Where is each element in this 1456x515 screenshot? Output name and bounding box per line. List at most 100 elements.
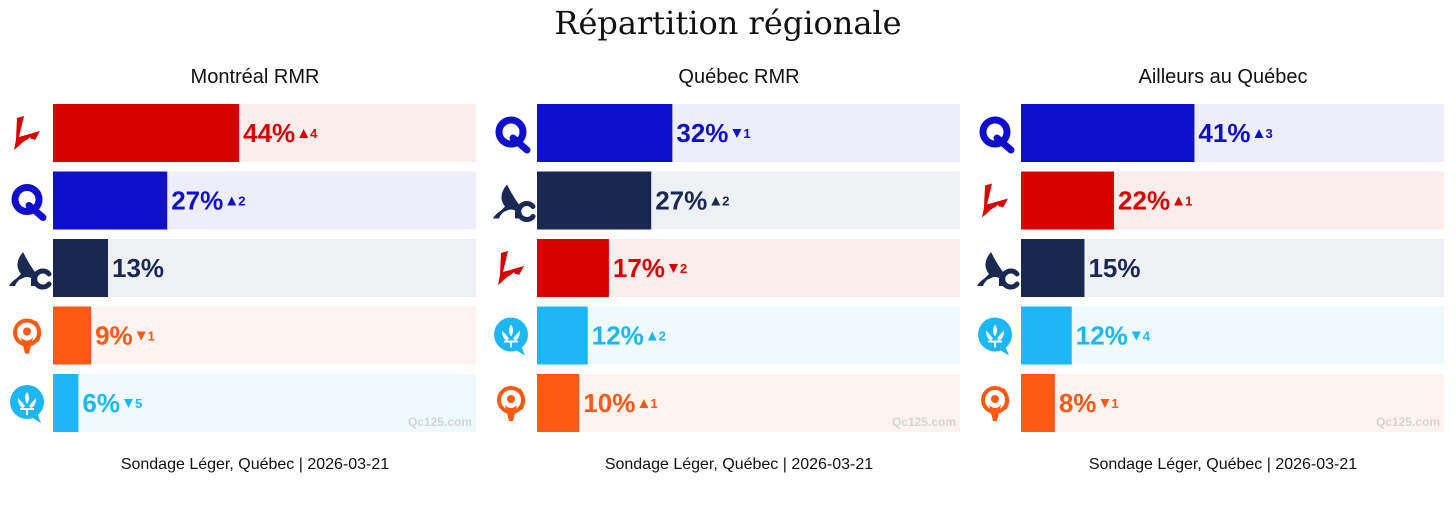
value-label: 32%	[676, 118, 728, 148]
change-label: 2	[722, 194, 729, 209]
source-note: Sondage Léger, Québec | 2026-03-21	[120, 456, 390, 473]
bar	[1021, 306, 1072, 365]
change-up-icon	[1174, 196, 1184, 206]
pcq-logo-icon	[10, 385, 44, 423]
value-label: 8%	[1059, 388, 1097, 418]
bar-row-qs: 8% 1	[981, 374, 1444, 432]
change-down-icon	[1131, 331, 1141, 341]
change-down-icon	[123, 399, 133, 408]
qs-logo-icon	[13, 318, 42, 354]
bar	[537, 306, 588, 365]
value-label: 12%	[1076, 321, 1128, 351]
source-note: Sondage Léger, Québec | 2026-03-21	[604, 456, 874, 473]
value-label: 12%	[592, 321, 644, 351]
bar-row-plq: 17% 2	[498, 239, 960, 297]
bar	[53, 104, 240, 162]
bar-track	[53, 374, 476, 432]
value-label: 22%	[1118, 186, 1170, 216]
bar-row-qs: 10% 1	[497, 374, 960, 432]
qs-logo-icon	[497, 386, 526, 421]
change-label: 2	[659, 329, 666, 344]
pq-logo-icon	[977, 252, 1020, 290]
bar-row-pq: 15%	[977, 239, 1444, 297]
panel-title: Montréal RMR	[190, 66, 320, 88]
qs-logo-icon	[981, 386, 1010, 421]
bar-track	[1021, 239, 1444, 297]
chart-title: Répartition régionale	[554, 4, 902, 42]
pq-logo-icon	[493, 184, 536, 222]
change-up-icon	[711, 196, 721, 206]
bar	[1021, 374, 1055, 432]
bar-chart-montreal: 44% 4 27% 2 13% 9% 1 6% 5 Qc125.com	[9, 104, 476, 432]
watermark: Qc125.com	[1376, 415, 1440, 429]
change-label: 1	[148, 329, 155, 344]
bar-track	[1021, 374, 1444, 432]
value-label: 15%	[1088, 253, 1140, 283]
watermark: Qc125.com	[408, 415, 472, 429]
change-label: 3	[1265, 126, 1272, 141]
bar-row-qs: 9% 1	[13, 306, 476, 365]
value-label: 27%	[171, 186, 223, 216]
bar	[1021, 171, 1115, 230]
change-label: 1	[743, 126, 750, 141]
plq-logo-icon	[498, 251, 524, 285]
pq-logo-icon	[9, 252, 52, 290]
value-label: 10%	[583, 388, 635, 418]
caq-logo-icon	[979, 116, 1015, 154]
value-label: 6%	[82, 388, 120, 418]
value-label: 41%	[1198, 118, 1250, 148]
panel-title: Québec RMR	[678, 66, 800, 88]
bar	[53, 171, 168, 230]
value-label: 17%	[613, 253, 665, 283]
change-up-icon	[1254, 129, 1264, 138]
panel-quebec: Québec RMR 32% 1 27% 2 17% 2 12% 2 10% 1 Qc125.com…	[484, 60, 960, 500]
bar	[1021, 239, 1085, 297]
change-label: 5	[135, 396, 142, 411]
caq-logo-icon	[11, 184, 47, 221]
change-down-icon	[1100, 399, 1110, 408]
bar-row-pq: 13%	[9, 239, 476, 297]
change-label: 4	[310, 126, 318, 141]
panel-montreal: Montréal RMR 44% 4 27% 2 13% 9% 1 6% 5 Qc125.com …	[0, 60, 476, 500]
caq-logo-icon	[495, 116, 531, 154]
plq-logo-icon	[14, 116, 40, 150]
bar-track	[537, 374, 960, 432]
value-label: 44%	[243, 118, 295, 148]
bar	[537, 239, 609, 297]
watermark: Qc125.com	[892, 415, 956, 429]
pcq-logo-icon	[494, 317, 528, 356]
bar-track	[53, 239, 476, 297]
bar-row-caq: 27% 2	[11, 171, 476, 230]
bar-row-plq: 22% 1	[982, 171, 1444, 230]
change-up-icon	[639, 399, 649, 408]
change-label: 2	[238, 194, 245, 209]
change-label: 1	[1185, 194, 1192, 209]
change-down-icon	[668, 264, 678, 273]
bar-row-plq: 44% 4	[14, 104, 476, 162]
change-up-icon	[647, 331, 657, 341]
change-label: 1	[650, 396, 657, 411]
bar	[1021, 104, 1195, 162]
bar	[537, 104, 673, 162]
pcq-logo-icon	[978, 317, 1012, 356]
bar-track	[53, 306, 476, 365]
panel-ailleurs: Ailleurs au Québec 41% 3 22% 1 15% 12% 4 8% 1 Qc1…	[968, 60, 1444, 500]
panel-title: Ailleurs au Québec	[1138, 66, 1308, 88]
change-up-icon	[299, 129, 309, 138]
source-note: Sondage Léger, Québec | 2026-03-21	[1088, 456, 1358, 473]
bar-row-pcq: 12% 2	[494, 306, 960, 365]
change-label: 2	[680, 261, 687, 276]
value-label: 9%	[95, 321, 133, 351]
change-label: 1	[1111, 396, 1118, 411]
bar	[537, 171, 652, 230]
bar-row-pq: 27% 2	[493, 171, 960, 230]
bar-track	[537, 306, 960, 365]
bar-row-pcq: 12% 4	[978, 306, 1444, 365]
change-down-icon	[732, 129, 742, 138]
bar-row-caq: 41% 3	[979, 104, 1444, 162]
value-label: 13%	[112, 253, 164, 283]
bar	[53, 306, 92, 365]
bar-track	[1021, 306, 1444, 365]
bar-row-pcq: 6% 5	[10, 374, 476, 432]
bar-chart-quebec: 32% 1 27% 2 17% 2 12% 2 10% 1 Qc125.com	[493, 104, 960, 432]
